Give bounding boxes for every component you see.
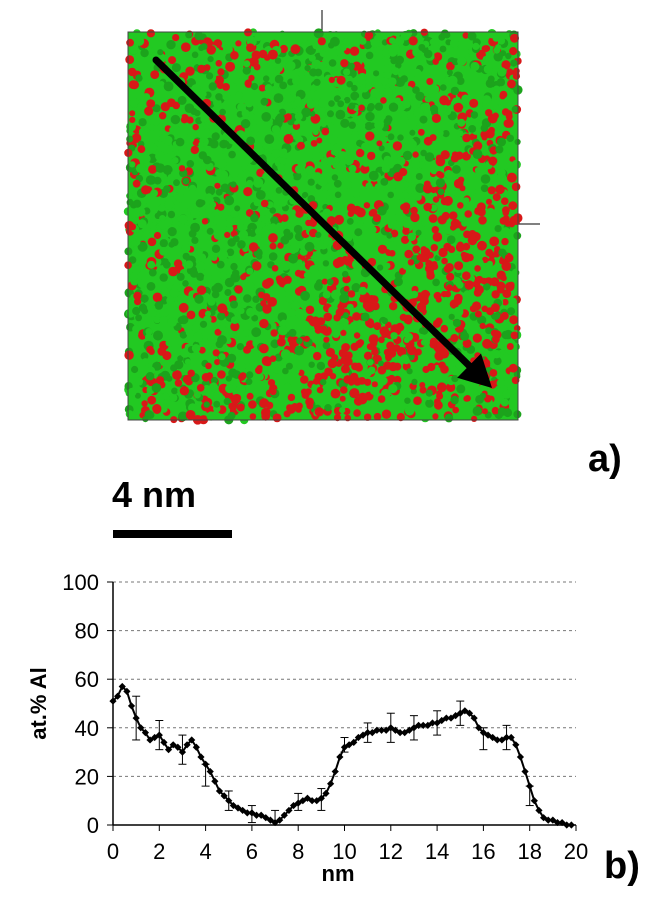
data-point bbox=[271, 818, 279, 827]
atom-cloud bbox=[123, 28, 523, 425]
y-tick-label: 100 bbox=[62, 570, 99, 595]
data-point bbox=[539, 814, 548, 822]
data-point bbox=[183, 741, 191, 749]
data-point bbox=[544, 816, 552, 824]
data-point bbox=[146, 736, 154, 744]
data-point bbox=[553, 818, 562, 827]
data-point bbox=[225, 797, 233, 805]
data-point bbox=[377, 726, 386, 734]
data-point bbox=[512, 741, 520, 749]
x-tick-label: 20 bbox=[564, 839, 588, 864]
data-point bbox=[137, 724, 145, 732]
data-point bbox=[364, 729, 372, 737]
x-tick-label: 0 bbox=[107, 839, 119, 864]
scale-bar bbox=[113, 530, 232, 538]
x-tick-label: 4 bbox=[199, 839, 211, 864]
x-tick-label: 2 bbox=[153, 839, 165, 864]
data-point bbox=[109, 697, 117, 705]
data-point bbox=[127, 702, 136, 710]
y-tick-label: 80 bbox=[75, 619, 99, 644]
x-tick-label: 16 bbox=[471, 839, 495, 864]
panel-a-label: a) bbox=[588, 438, 622, 480]
x-tick-label: 12 bbox=[379, 839, 403, 864]
y-tick-label: 20 bbox=[75, 764, 99, 789]
data-point bbox=[280, 811, 288, 819]
data-point bbox=[521, 767, 529, 776]
data-point bbox=[188, 736, 196, 744]
data-point bbox=[160, 738, 168, 746]
data-point bbox=[350, 738, 358, 746]
data-point bbox=[558, 818, 566, 827]
data-point bbox=[373, 726, 381, 734]
data-point bbox=[262, 814, 270, 822]
data-point bbox=[516, 753, 525, 761]
y-tick-label: 60 bbox=[75, 667, 99, 692]
data-point bbox=[549, 816, 557, 824]
data-point bbox=[192, 743, 200, 751]
data-point bbox=[567, 821, 575, 829]
panel-b-label: b) bbox=[604, 845, 640, 887]
arrow-head bbox=[457, 353, 492, 388]
data-point bbox=[530, 797, 538, 805]
data-point bbox=[419, 721, 427, 729]
data-point bbox=[414, 721, 423, 729]
profile-direction-arrow bbox=[152, 56, 473, 370]
x-axis-label: nm bbox=[322, 861, 355, 886]
data-point bbox=[327, 780, 335, 788]
x-tick-label: 18 bbox=[517, 839, 541, 864]
x-tick-label: 10 bbox=[332, 839, 356, 864]
data-point bbox=[174, 743, 182, 751]
y-tick-label: 40 bbox=[75, 716, 99, 741]
data-point bbox=[132, 714, 140, 722]
scale-bar-label: 4 nm bbox=[112, 474, 197, 515]
data-point bbox=[336, 753, 344, 761]
y-tick-label: 0 bbox=[87, 813, 99, 838]
data-point bbox=[118, 682, 126, 691]
concentration-profile-chart: 0 20 40 60 80 100 0 2 4 6 8 10 12 14 16 18 20 nm at.% Al bbox=[26, 570, 588, 886]
data-point bbox=[331, 767, 339, 776]
x-tick-label: 8 bbox=[292, 839, 304, 864]
data-point bbox=[276, 816, 284, 824]
data-point bbox=[479, 729, 487, 737]
y-axis-label: at.% Al bbox=[26, 667, 51, 740]
x-tick-label: 6 bbox=[246, 839, 258, 864]
data-point bbox=[368, 729, 376, 737]
atom-probe-map bbox=[123, 10, 540, 425]
data-point bbox=[202, 760, 210, 768]
data-point bbox=[484, 731, 492, 739]
data-point bbox=[424, 721, 432, 729]
data-point bbox=[257, 811, 265, 819]
data-point bbox=[229, 801, 237, 810]
data-point bbox=[317, 794, 325, 802]
data-point bbox=[169, 741, 177, 749]
data-point bbox=[563, 821, 571, 829]
data-point bbox=[303, 794, 312, 802]
atom-map-frame bbox=[127, 31, 519, 421]
x-tick-label: 14 bbox=[425, 839, 449, 864]
data-point bbox=[211, 777, 219, 785]
data-point bbox=[489, 733, 497, 742]
data-point bbox=[526, 782, 534, 790]
